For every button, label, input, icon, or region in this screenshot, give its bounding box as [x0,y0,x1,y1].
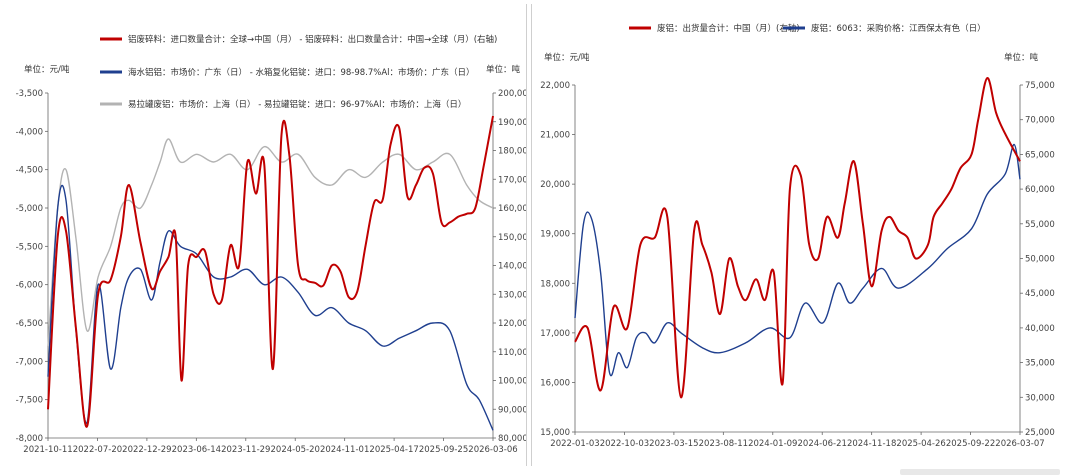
right-y-tick-label: 65,000 [1025,150,1055,160]
left-y-tick-label: 19,000 [540,230,570,240]
x-tick-label: 2023-11-29 [221,445,270,455]
right-y-tick-label: 100,000 [498,377,526,387]
left-y-tick-label: -5,500 [16,242,43,252]
right-chart: 废铝：出货量合计：中国（月）(右轴) 废铝：6063：采购价格：江西保太有色（日）… [540,23,1055,449]
x-tick-label: 2021-10-11 [23,445,72,455]
right-chart-panel: 废铝：出货量合计：中国（月）(右轴) 废铝：6063：采购价格：江西保太有色（日）… [531,4,1063,466]
right-y-tick-label: 180,000 [498,147,526,157]
right-y-tick-label: 55,000 [1025,220,1055,230]
series-line-2 [47,184,494,431]
x-tick-label: 2026-03-07 [995,439,1044,449]
x-tick-label: 2023-08-11 [699,439,748,449]
right-y-tick-label: 190,000 [498,118,526,128]
left-y-tick-label: -7,000 [16,357,43,367]
x-tick-label: 2022-10-03 [600,439,649,449]
right-y-tick-label: 70,000 [1025,116,1055,126]
series-line-1 [574,77,1021,399]
right-y-tick-label: 30,000 [1025,393,1055,403]
right-y-tick-label: 130,000 [498,290,526,300]
right-unit-label: 单位：吨 [1004,52,1039,63]
series-line-3 [47,138,494,347]
right-y-tick-label: 50,000 [1025,255,1055,265]
right-y-tick-label: 150,000 [498,233,526,243]
series-line-2 [574,143,1021,377]
left-chart-panel: 铝废碎料：进口数量合计：全球→中国（月） - 铝废碎料：出口数量合计：中国→全球… [2,4,527,466]
series-line-1 [47,115,494,428]
right-y-tick-label: 140,000 [498,262,526,272]
legend-label-2: 废铝：6063：采购价格：江西保太有色（日） [811,23,986,34]
x-tick-label: 2024-05-20 [271,445,320,455]
legend-label-1: 铝废碎料：进口数量合计：全球→中国（月） - 铝废碎料：出口数量合计：中国→全球… [128,34,497,45]
x-tick-label: 2023-06-14 [172,445,221,455]
left-y-tick-label: 16,000 [540,378,570,388]
left-unit-label: 单位：元/吨 [24,64,70,75]
right-y-tick-label: 75,000 [1025,81,1055,91]
x-tick-label: 2022-01-03 [550,439,599,449]
left-y-tick-label: 17,000 [540,329,570,339]
legend-label-2: 海水铝铝：市场价：广东（日） - 水箱复化铝锭：进口：98-98.7%Al：市场… [128,67,475,78]
x-tick-label: 2025-04-26 [896,439,945,449]
x-tick-label: 2025-04-17 [369,445,418,455]
left-y-tick-label: -4,500 [16,166,43,176]
right-y-tick-label: 45,000 [1025,289,1055,299]
left-y-tick-label: -6,000 [16,281,43,291]
left-y-tick-label: -6,500 [16,319,43,329]
x-tick-label: 2022-07-20 [73,445,122,455]
left-chart: 铝废碎料：进口数量合计：全球→中国（月） - 铝废碎料：出口数量合计：中国→全球… [16,34,526,455]
right-y-tick-label: 90,000 [498,405,526,415]
x-tick-label: 2026-03-06 [468,445,517,455]
left-y-tick-label: 18,000 [540,279,570,289]
left-y-tick-label: 21,000 [540,131,570,141]
legend-label-1: 废铝：出货量合计：中国（月）(右轴) [657,23,800,34]
right-y-tick-label: 60,000 [1025,185,1055,195]
left-y-tick-label: 22,000 [540,81,570,91]
x-tick-label: 2024-06-21 [798,439,847,449]
right-y-tick-label: 40,000 [1025,324,1055,334]
left-y-tick-label: 15,000 [540,428,570,438]
x-tick-label: 2024-11-18 [847,439,896,449]
right-y-tick-label: 120,000 [498,319,526,329]
left-y-tick-label: -7,500 [16,396,43,406]
right-y-tick-label: 160,000 [498,204,526,214]
x-tick-label: 2025-09-22 [946,439,995,449]
right-y-tick-label: 110,000 [498,348,526,358]
left-y-tick-label: 20,000 [540,180,570,190]
left-y-tick-label: -3,500 [16,89,43,99]
x-tick-label: 2024-11-01 [320,445,369,455]
left-y-tick-label: -5,000 [16,204,43,214]
x-tick-label: 2022-12-29 [122,445,171,455]
left-unit-label: 单位：元/吨 [544,52,590,63]
x-tick-label: 2024-01-09 [748,439,797,449]
left-y-tick-label: -8,000 [16,434,43,444]
right-y-tick-label: 170,000 [498,175,526,185]
x-tick-label: 2025-09-25 [419,445,468,455]
right-unit-label: 单位：吨 [486,64,521,75]
footer-bar [900,469,1060,475]
legend-label-3: 易拉罐废铝：市场价：上海（日） - 易拉罐铝锭：进口：96-97%Al：市场价：… [128,99,466,110]
right-y-tick-label: 35,000 [1025,359,1055,369]
right-y-tick-label: 25,000 [1025,428,1055,438]
right-y-tick-label: 80,000 [498,434,526,444]
left-y-tick-label: -4,000 [16,127,43,137]
right-y-tick-label: 200,000 [498,89,526,99]
x-tick-label: 2023-03-15 [649,439,698,449]
